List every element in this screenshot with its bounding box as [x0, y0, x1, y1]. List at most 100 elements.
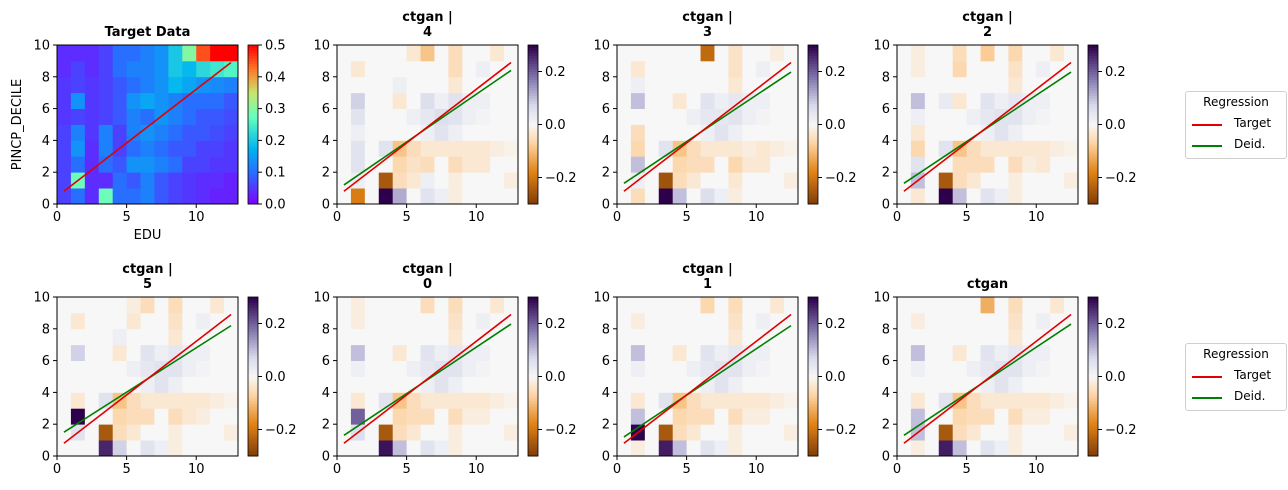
colorbar-segment: [808, 368, 818, 372]
colorbar-segment: [1088, 434, 1098, 438]
heatmap-cell: [476, 188, 491, 205]
heatmap-cell: [770, 424, 785, 441]
colorbar-segment: [248, 151, 258, 155]
heatmap-cell: [630, 188, 646, 205]
heatmap-cell: [897, 172, 912, 189]
heatmap-cell: [490, 376, 505, 393]
colorbar-segment: [248, 442, 258, 446]
colorbar-segment: [1088, 371, 1098, 375]
y-tick-label: 4: [322, 386, 330, 401]
heatmap-cell: [756, 124, 771, 141]
heatmap-cell: [168, 424, 183, 441]
colorbar-tick-label: −0.2: [1105, 171, 1137, 186]
heatmap-cell: [224, 376, 239, 393]
heatmap-cell: [84, 92, 100, 109]
colorbar-tick-label: 0.3: [265, 102, 286, 117]
heatmap-cell: [784, 376, 799, 393]
colorbar-segment: [248, 90, 258, 94]
heatmap-cell: [504, 392, 519, 409]
heatmap-cell: [350, 92, 366, 109]
heatmap-cell: [742, 312, 757, 330]
heatmap-cell: [448, 344, 463, 361]
heatmap-cell: [434, 45, 449, 62]
heatmap-cell: [658, 408, 674, 425]
heatmap-cell: [84, 188, 100, 205]
heatmap-cell: [350, 156, 366, 173]
subplot-title: ctgan |: [682, 262, 733, 277]
heatmap-cell: [938, 344, 954, 361]
colorbar-segment: [808, 405, 818, 409]
x-tick-label: 0: [53, 210, 61, 225]
colorbar-segment: [808, 47, 818, 51]
heatmap-cell: [1022, 60, 1037, 78]
colorbar-segment: [248, 47, 258, 51]
colorbar-segment: [248, 177, 258, 181]
heatmap-cell: [617, 124, 632, 141]
heatmap-cell: [210, 124, 225, 141]
colorbar-segment: [808, 182, 818, 186]
colorbar-segment: [248, 421, 258, 425]
heatmap-cell: [630, 297, 646, 314]
heatmap-cell: [196, 312, 211, 330]
heatmap-cell: [112, 440, 128, 457]
heatmap-cell: [350, 408, 366, 425]
heatmap-cell: [350, 45, 366, 62]
heatmap-cell: [84, 60, 100, 78]
y-tick-label: 4: [602, 386, 610, 401]
heatmap-cell: [617, 328, 632, 346]
heatmap-cell: [392, 328, 408, 346]
heatmap-cell: [1064, 45, 1079, 62]
colorbar-segment: [248, 119, 258, 123]
heatmap-cell: [686, 156, 701, 173]
colorbar-segment: [248, 310, 258, 314]
heatmap-cell: [924, 376, 940, 393]
colorbar-segment: [248, 174, 258, 178]
heatmap-cell: [434, 328, 449, 346]
heatmap-cell: [448, 360, 463, 377]
heatmap-cell: [728, 392, 743, 409]
heatmap-cell: [617, 376, 632, 393]
heatmap-cell: [154, 76, 169, 94]
colorbar-segment: [528, 52, 538, 57]
x-tick-label: 10: [748, 462, 765, 477]
colorbar-segment: [528, 315, 538, 319]
colorbar-segment: [1088, 453, 1098, 457]
colorbar-segment: [1088, 397, 1098, 401]
heatmap-cell: [140, 45, 155, 62]
heatmap-cell: [490, 297, 505, 314]
colorbar-segment: [1088, 63, 1098, 67]
heatmap-cell: [1022, 76, 1037, 94]
colorbar-segment: [1088, 164, 1098, 168]
heatmap-cell: [57, 45, 72, 62]
colorbar-segment: [248, 132, 258, 136]
colorbar-segment: [1088, 440, 1098, 444]
heatmap-cell: [504, 424, 519, 441]
colorbar-segment: [808, 103, 818, 107]
heatmap-cell: [630, 60, 646, 78]
colorbar-segment: [808, 193, 818, 197]
heatmap-cell: [210, 360, 225, 377]
heatmap-cell: [700, 60, 715, 78]
colorbar-segment: [1088, 135, 1098, 139]
colorbar-segment: [528, 344, 538, 348]
heatmap-cell: [57, 188, 72, 205]
heatmap-cell: [154, 408, 169, 425]
heatmap-cell: [448, 172, 463, 189]
heatmap-cell: [952, 45, 968, 62]
heatmap-cell: [350, 312, 366, 330]
heatmap-cell: [434, 60, 449, 78]
colorbar-segment: [248, 323, 258, 327]
heatmap-cell: [714, 440, 729, 457]
heatmap-cell: [686, 60, 701, 78]
colorbar-tick-label: −0.2: [545, 171, 577, 186]
heatmap-cell: [57, 92, 72, 109]
colorbar-tick-label: 0.2: [1105, 65, 1126, 80]
heatmap-cell: [966, 360, 981, 377]
heatmap-cell: [1022, 408, 1037, 425]
heatmap-cell: [364, 376, 380, 393]
heatmap-cell: [434, 297, 449, 314]
colorbar-segment: [248, 304, 258, 309]
heatmap-cell: [1064, 124, 1079, 141]
colorbar-segment: [1088, 360, 1098, 364]
heatmap-cell: [98, 76, 114, 94]
